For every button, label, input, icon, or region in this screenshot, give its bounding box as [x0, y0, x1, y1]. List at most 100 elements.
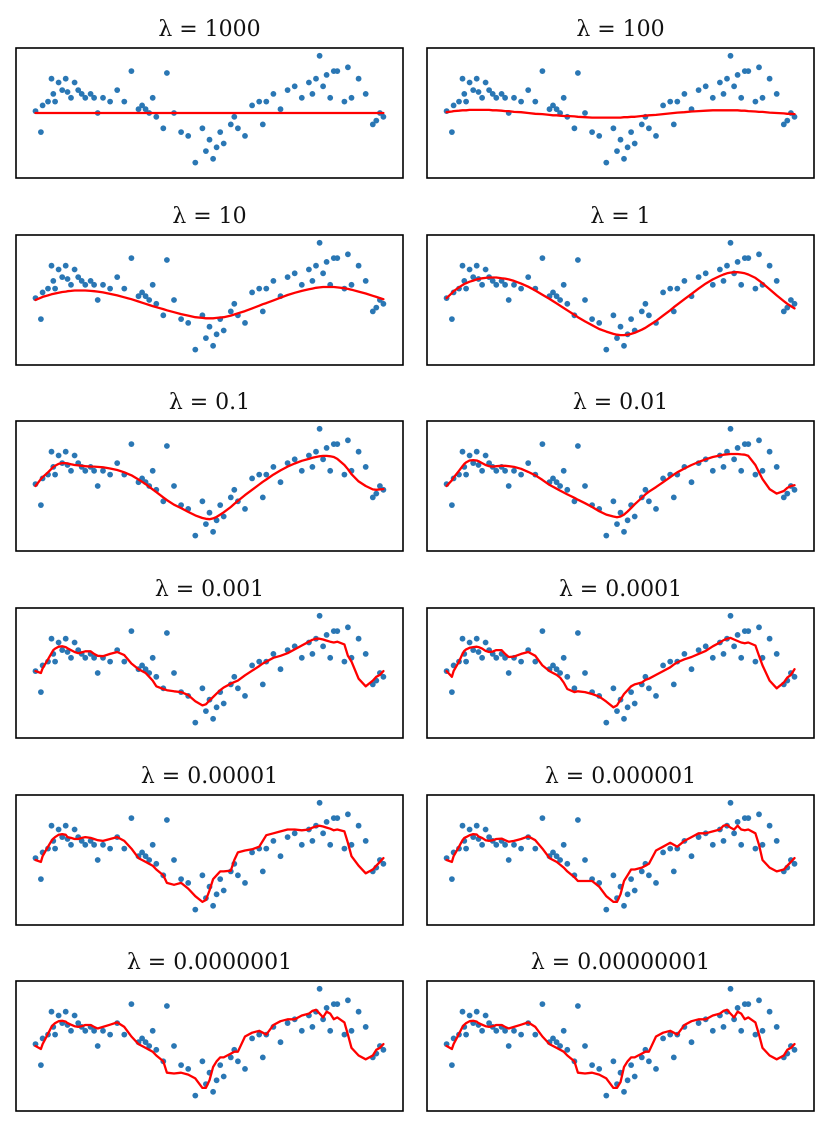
data-point — [589, 1062, 595, 1068]
data-point — [731, 456, 737, 463]
data-point — [493, 841, 500, 848]
subplot-4: λ = 1 — [426, 204, 815, 366]
data-point — [564, 1046, 571, 1053]
data-point — [68, 654, 74, 661]
data-point — [355, 448, 362, 455]
data-point — [511, 1027, 517, 1034]
data-point — [52, 285, 58, 292]
data-point — [473, 822, 480, 829]
data-point — [55, 639, 62, 646]
data-point — [784, 117, 791, 124]
data-point — [192, 159, 199, 166]
data-point — [259, 494, 266, 501]
data-point — [638, 1054, 645, 1061]
data-point — [766, 448, 773, 455]
data-point — [525, 87, 532, 93]
data-point — [582, 670, 588, 676]
data-point — [309, 464, 316, 470]
data-point — [493, 1027, 500, 1034]
data-point — [369, 308, 376, 315]
data-point — [466, 639, 473, 646]
data-point — [139, 1035, 146, 1042]
data-point — [327, 654, 334, 661]
data-point — [306, 79, 312, 86]
data-point — [309, 651, 316, 657]
data-point — [323, 632, 330, 638]
data-point — [727, 52, 734, 59]
data-point — [203, 521, 209, 527]
data-point — [695, 834, 702, 840]
data-point — [235, 872, 241, 879]
data-point — [557, 857, 563, 863]
data-point — [449, 129, 455, 136]
data-point — [263, 471, 270, 478]
fit-curve — [445, 452, 796, 519]
data-point — [128, 68, 135, 74]
data-point — [539, 255, 546, 261]
data-point — [199, 872, 206, 879]
data-point — [773, 464, 780, 470]
data-point — [220, 140, 227, 147]
data-point — [220, 1073, 227, 1080]
data-point — [185, 133, 192, 139]
data-point — [734, 259, 741, 265]
data-point — [59, 274, 66, 280]
data-point — [142, 853, 149, 860]
data-point — [71, 79, 78, 86]
data-point — [206, 509, 213, 516]
data-point — [146, 857, 153, 863]
data-point — [249, 849, 256, 856]
data-point — [107, 471, 113, 478]
data-point — [362, 278, 369, 284]
data-point — [298, 654, 305, 661]
data-point — [752, 1031, 759, 1038]
data-point — [309, 278, 316, 284]
data-point — [596, 1066, 603, 1072]
data-point — [589, 316, 595, 322]
data-point — [142, 293, 149, 300]
data-point — [52, 658, 58, 665]
data-point — [610, 872, 617, 879]
data-point — [621, 902, 627, 909]
data-point — [171, 670, 177, 676]
fit-curve — [445, 823, 796, 904]
data-point — [617, 136, 624, 143]
data-point — [362, 838, 369, 844]
data-point — [50, 91, 57, 97]
data-point — [334, 628, 341, 634]
data-point — [463, 471, 469, 478]
data-point — [334, 255, 341, 261]
data-point — [149, 94, 156, 101]
data-point — [688, 479, 695, 486]
data-point — [470, 274, 477, 280]
data-point — [511, 841, 517, 848]
subplot-title: λ = 0.000001 — [545, 764, 696, 789]
data-point — [734, 72, 741, 78]
data-point — [277, 1039, 284, 1046]
data-point — [653, 506, 659, 512]
data-point — [45, 98, 51, 105]
data-point — [62, 448, 69, 455]
data-point — [539, 68, 546, 74]
data-point — [695, 87, 702, 93]
data-point — [560, 281, 567, 288]
data-point — [709, 94, 716, 101]
data-point — [621, 1088, 627, 1095]
data-point — [653, 880, 659, 886]
axes-frame — [426, 607, 815, 739]
data-point — [479, 1027, 485, 1034]
data-point — [571, 685, 578, 692]
data-point — [327, 467, 334, 474]
data-point — [624, 517, 631, 524]
data-point — [766, 262, 773, 269]
data-point — [231, 673, 238, 680]
data-point — [505, 670, 512, 676]
data-point — [557, 670, 563, 676]
data-point — [220, 887, 227, 894]
data-point — [482, 266, 489, 273]
data-point — [745, 68, 752, 74]
axes-frame — [426, 794, 815, 926]
subplot-10: λ = 0.000001 — [426, 764, 815, 926]
data-point — [146, 297, 153, 303]
data-point — [71, 1012, 78, 1019]
